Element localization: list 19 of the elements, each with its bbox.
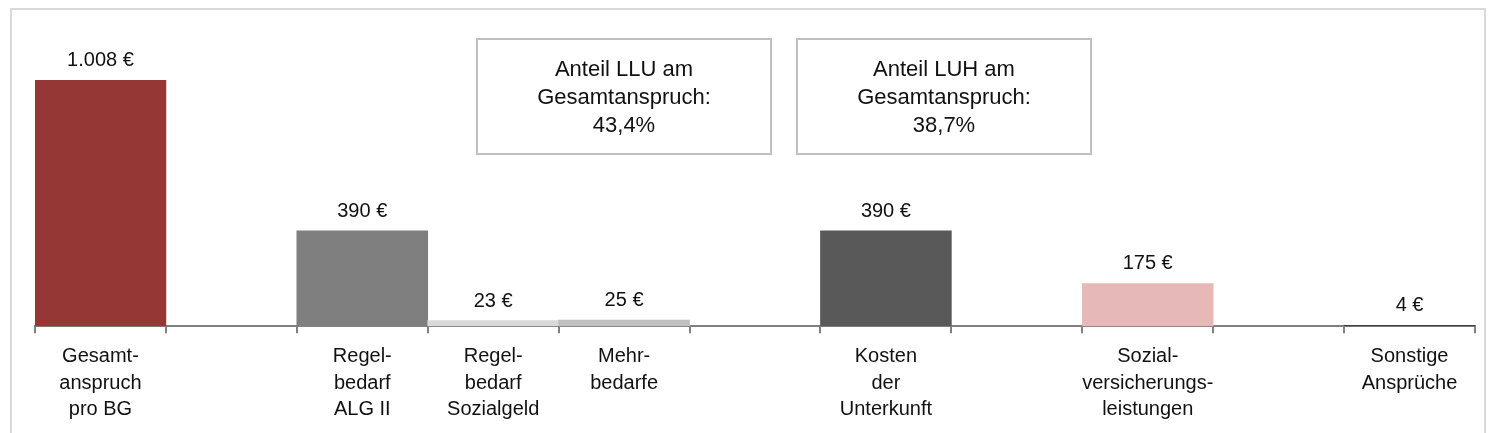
data-label: 4 € <box>1395 293 1424 316</box>
bar <box>35 80 167 327</box>
data-label: 23 € <box>473 288 513 311</box>
x-tick-label: Regel- bedarf ALG II <box>332 344 392 420</box>
x-tick-label: Gesamt- anspruch pro BG <box>59 344 142 420</box>
bar <box>427 320 559 327</box>
data-label: 1.008 € <box>67 48 134 70</box>
data-label: 390 € <box>860 198 911 221</box>
bar <box>820 230 952 327</box>
x-tick-label: Sonstige Ansprüche <box>1361 344 1458 393</box>
x-tick-label: Mehr- bedarfe <box>590 344 659 393</box>
bar <box>1081 283 1214 327</box>
x-tick-label: Kosten der Unterkunft <box>839 344 933 420</box>
data-label: 175 € <box>1122 251 1173 274</box>
data-label: 25 € <box>604 288 644 311</box>
x-tick-label: Sozial- versicherungs- leistungen <box>1082 344 1214 420</box>
bar <box>558 319 690 327</box>
x-tick-label: Regel- bedarf Sozialgeld <box>447 344 540 420</box>
data-label: 390 € <box>337 198 388 221</box>
